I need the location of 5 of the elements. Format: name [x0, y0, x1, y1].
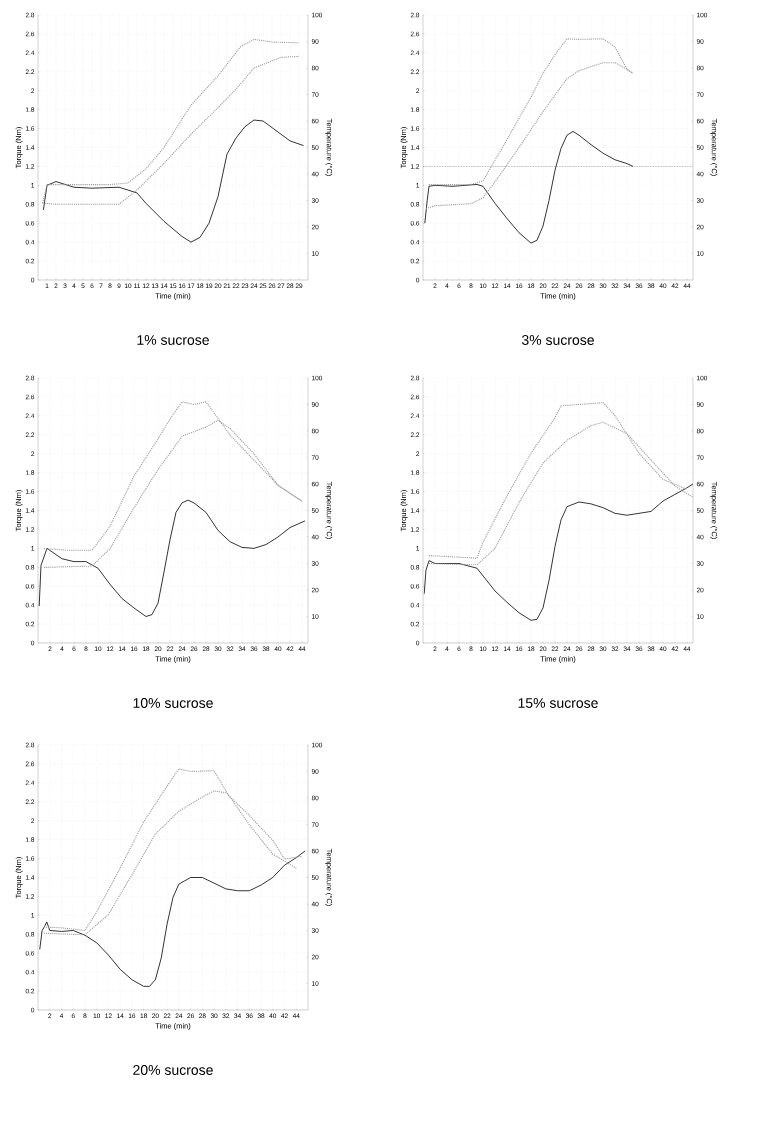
text: 15% sucrose [518, 698, 598, 708]
text: 1% sucrose [137, 335, 209, 345]
text: 20% sucrose [133, 1065, 213, 1075]
text: 3% sucrose [521, 335, 594, 345]
text: 10% sucrose [133, 698, 213, 708]
